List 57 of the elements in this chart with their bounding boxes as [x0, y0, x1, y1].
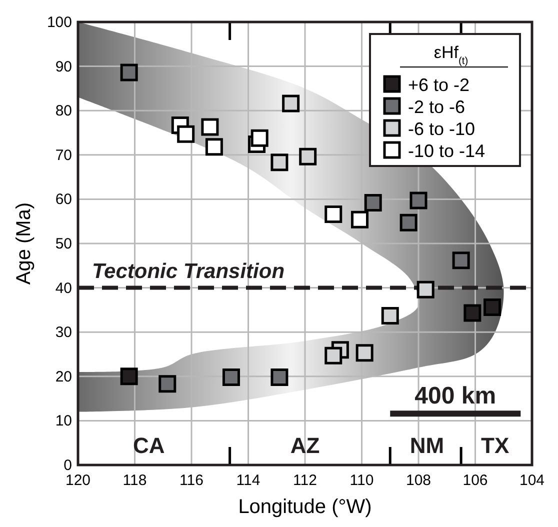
annotation: TX — [481, 433, 510, 458]
point — [324, 346, 342, 364]
y-tick-label: 70 — [55, 146, 72, 164]
y-axis-title: Age (Ma) — [13, 202, 35, 285]
point — [324, 206, 342, 224]
point — [400, 214, 418, 232]
point — [299, 148, 317, 166]
x-tick-label: 108 — [406, 472, 432, 489]
point — [484, 298, 502, 316]
y-tick-label: 50 — [55, 236, 72, 252]
y-tick-label: 100 — [46, 14, 72, 31]
point — [410, 192, 428, 210]
point — [452, 252, 470, 270]
annotation: AZ — [290, 433, 320, 458]
x-axis-title: Longitude (°W) — [238, 496, 372, 518]
x-tick-label: 104 — [519, 472, 545, 489]
point — [364, 194, 382, 212]
ref-line-label: Tectonic Transition — [92, 260, 285, 283]
point — [270, 368, 288, 386]
y-tick-label: 10 — [55, 412, 72, 430]
annotation: CA — [133, 433, 165, 458]
annotation: 400 km — [414, 382, 496, 410]
point — [177, 125, 195, 143]
y-tick-label: 0 — [64, 457, 72, 474]
y-tick-label: 80 — [55, 102, 72, 120]
legend-label: -2 to -6 — [408, 97, 466, 117]
point — [250, 129, 268, 147]
point — [120, 368, 138, 386]
legend-label: -6 to -10 — [408, 119, 476, 139]
point — [205, 138, 223, 156]
legend-title: εHf$_{(t)}$ — [434, 43, 468, 66]
y-tick-label: 60 — [55, 191, 72, 208]
x-tick-label: 112 — [293, 472, 317, 489]
point — [222, 368, 240, 386]
point — [416, 280, 434, 298]
point — [464, 304, 482, 322]
point — [120, 64, 138, 82]
y-tick-label: 90 — [55, 58, 72, 76]
y-tick-label: 20 — [55, 368, 72, 386]
legend-label: -10 to -14 — [408, 141, 486, 161]
point — [158, 375, 176, 393]
x-tick-label: 118 — [122, 472, 147, 489]
point — [381, 306, 399, 324]
point — [351, 210, 369, 228]
point — [356, 344, 374, 362]
x-tick-label: 106 — [462, 472, 488, 489]
point — [282, 94, 300, 112]
x-tick-label: 110 — [350, 472, 374, 489]
point — [201, 118, 219, 136]
y-tick-label: 40 — [55, 280, 72, 297]
point — [270, 154, 288, 172]
annotation: NM — [410, 433, 444, 458]
x-tick-label: 116 — [180, 472, 204, 489]
x-tick-label: 114 — [236, 472, 260, 489]
x-tick-label: 120 — [65, 472, 91, 489]
legend-label: +6 to -2 — [408, 75, 470, 95]
y-tick-label: 30 — [55, 324, 72, 342]
